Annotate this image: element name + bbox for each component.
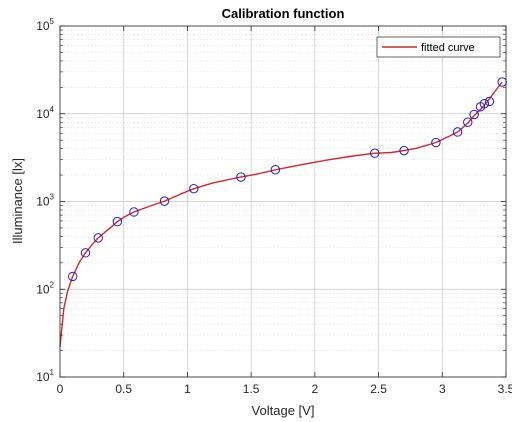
legend: fitted curve xyxy=(376,36,501,58)
y-tick-label: 104 xyxy=(36,105,54,121)
x-tick-label: 3.5 xyxy=(498,382,512,396)
x-tick-label: 2 xyxy=(312,382,319,396)
data-point-marker xyxy=(189,183,199,194)
chart-title: Calibration function xyxy=(222,6,345,21)
data-point-marker xyxy=(80,248,91,258)
data-point-marker xyxy=(431,137,441,148)
data-point-marker xyxy=(452,127,463,137)
x-axis-label: Voltage [V] xyxy=(252,403,315,418)
x-tick-label: 1 xyxy=(184,382,191,396)
y-tick-label: 103 xyxy=(36,193,54,209)
x-tick-label: 0 xyxy=(57,382,64,396)
x-tick-label: 2.5 xyxy=(370,382,387,396)
y-tick-labels: 101 102 103 104 105 xyxy=(36,17,54,384)
data-point-marker xyxy=(484,96,495,107)
x-tick-label: 1.5 xyxy=(243,382,260,396)
data-point-marker xyxy=(159,196,170,206)
y-tick-label: 105 xyxy=(36,17,54,33)
data-point-marker xyxy=(469,109,479,120)
y-axis-label: Illuminance [lx] xyxy=(10,158,25,244)
legend-box xyxy=(376,36,501,58)
x-tick-label: 3 xyxy=(439,382,446,396)
data-point-marker xyxy=(68,271,78,282)
y-tick-label: 102 xyxy=(36,280,54,296)
curve-layer xyxy=(59,81,503,348)
data-point-marker xyxy=(479,99,490,109)
data-point-marker xyxy=(112,216,123,227)
data-point-marker xyxy=(399,145,409,156)
data-point-marker xyxy=(93,233,103,243)
data-point-marker xyxy=(463,117,473,127)
data-point-marker xyxy=(270,165,281,175)
x-tick-labels: 0 0.5 1 1.5 2 2.5 3 3.5 xyxy=(57,382,512,396)
x-tick-label: 0.5 xyxy=(115,382,132,396)
data-point-marker xyxy=(370,148,380,158)
marker-layer xyxy=(68,77,507,282)
ticks xyxy=(59,25,507,378)
y-tick-label: 101 xyxy=(36,368,54,384)
fitted-curve-line xyxy=(59,81,503,348)
data-point-marker xyxy=(129,207,139,217)
data-point-marker xyxy=(236,172,246,182)
legend-label: fitted curve xyxy=(421,42,475,54)
